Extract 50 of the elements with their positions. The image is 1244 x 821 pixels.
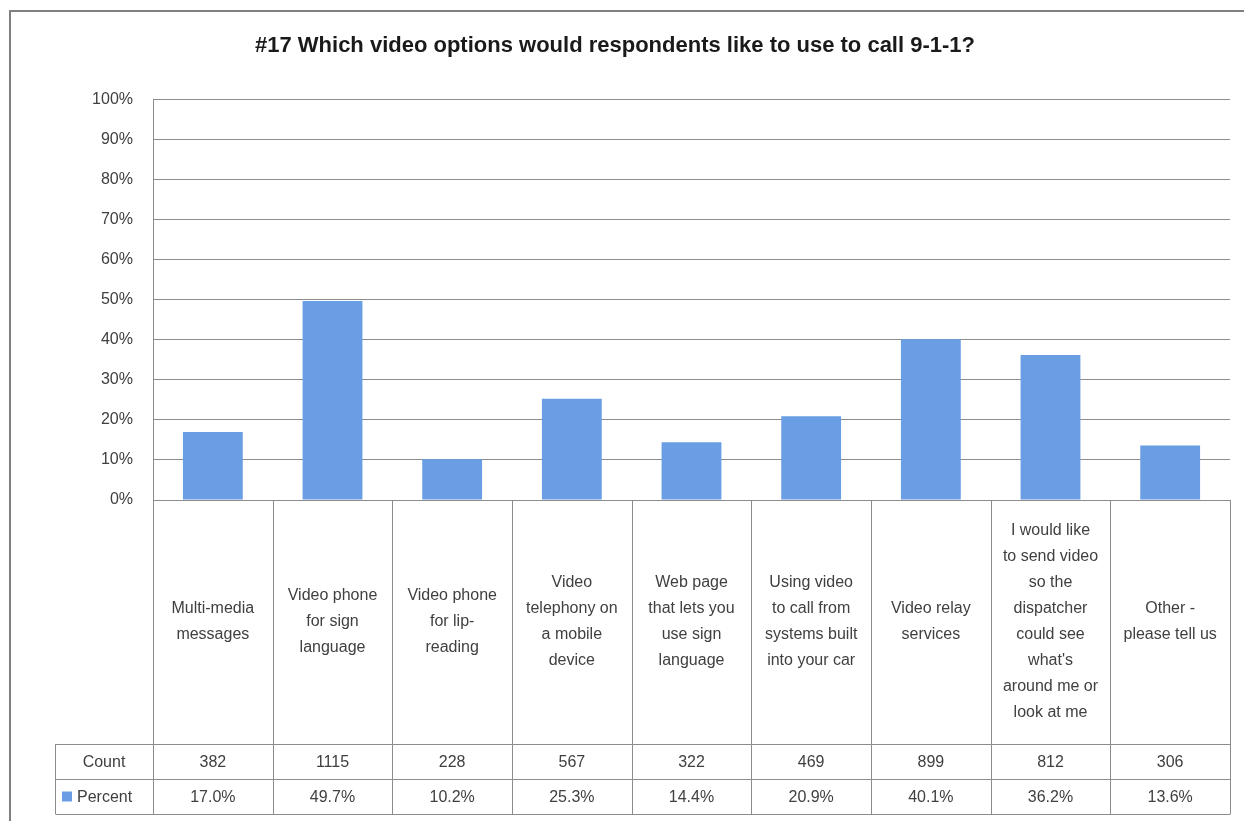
bar (1140, 445, 1201, 500)
x-tick-label: Multi-media messages (171, 599, 255, 643)
data-label: 14.4% (668, 787, 715, 805)
y-tick-label: 50% (100, 290, 133, 308)
bar (182, 431, 243, 500)
y-tick-label: 60% (100, 250, 133, 268)
text: 322 (678, 752, 705, 770)
x-tick-label: Other - please tell us (1123, 599, 1217, 643)
x-tick-label: I would like to send video so the dispatcher could see what's around me or look at me (1002, 521, 1099, 721)
text: 306 (1156, 752, 1184, 770)
data-label: 25.3% (549, 787, 595, 805)
y-tick-label: 10% (100, 450, 133, 468)
text: 382 (199, 752, 227, 770)
data-label: 49.7% (309, 787, 356, 805)
data-label: 13.6% (1147, 787, 1193, 805)
x-tick-label: Video phone for lip-reading (407, 586, 498, 656)
x-tick-label: Using video to call from systems built into your car (764, 573, 858, 669)
y-tick-label: 40% (100, 330, 133, 348)
text: 1115 (315, 752, 350, 770)
data-label: 10.2% (429, 787, 475, 805)
y-tick-label: 100% (92, 89, 133, 107)
bar (661, 442, 722, 500)
text: 812 (1037, 752, 1064, 770)
x-tick-label: Video relay services (890, 599, 971, 643)
text: 567 (558, 752, 586, 770)
legend-label: Percent (77, 787, 133, 805)
bar (900, 339, 961, 500)
bar (422, 459, 483, 500)
data-label: 40.1% (908, 787, 954, 805)
text: 469 (797, 752, 825, 770)
y-tick-label: 30% (100, 370, 133, 388)
y-tick-label: 0% (109, 490, 133, 508)
y-tick-label: 70% (100, 209, 133, 227)
bar (302, 300, 363, 500)
data-label: 17.0% (190, 787, 236, 805)
text: 899 (917, 752, 945, 770)
bar (781, 416, 842, 500)
y-tick-label: 90% (100, 129, 133, 147)
text: Count (82, 752, 126, 770)
data-label: 36.2% (1027, 787, 1074, 805)
text: 228 (438, 752, 466, 770)
chart-title: #17 Which video options would respondents like to use to call 9-1-1? (254, 32, 976, 58)
y-tick-label: 20% (100, 410, 133, 428)
bar (1020, 354, 1081, 500)
x-tick-label: Video phone for sign language (287, 586, 378, 656)
y-tick-label: 80% (100, 169, 133, 187)
x-tick-label: Video telephony on a mobile device (526, 573, 618, 669)
x-tick-label: Web page that lets you use sign language (648, 573, 735, 669)
bar (541, 398, 602, 500)
data-label: 20.9% (788, 787, 834, 805)
